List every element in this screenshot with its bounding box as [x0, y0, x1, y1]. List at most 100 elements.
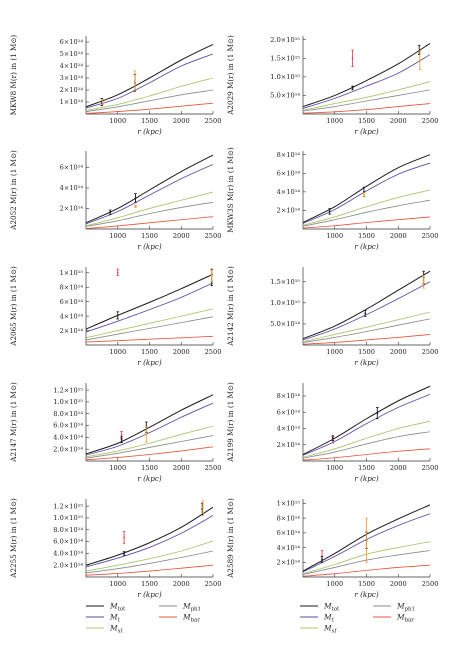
series-line-msf: [302, 311, 431, 343]
data-point: [363, 193, 365, 196]
series-line-mtot: [85, 394, 214, 455]
x-axis-label: r (kpc): [354, 358, 379, 367]
error-bar: [122, 531, 126, 544]
y-tick-label: 1.2×10¹⁵: [53, 502, 83, 510]
data-point: [364, 312, 367, 315]
x-tick-label: 1500: [358, 232, 375, 240]
error-bar: [134, 193, 137, 203]
data-point: [123, 552, 125, 555]
series-line-mt: [85, 515, 214, 568]
error-bar: [122, 551, 126, 556]
y-axis-label: A2052 M(r) in (1 M⊙): [9, 150, 18, 231]
series-line-mbar: [85, 216, 214, 229]
y-tick-label: 1.5×10¹⁵: [270, 54, 300, 62]
x-tick-label: 2500: [422, 232, 439, 240]
data-point: [145, 433, 148, 436]
y-tick-label: 2×10¹⁴: [277, 558, 301, 566]
series-line-msf: [302, 189, 431, 226]
chart-panel-a2052: 1000 1500 2000 2500 2×10¹⁴ 4×10¹⁴ 6×10¹⁴ r (kpc…: [9, 150, 221, 251]
series-line-mbar: [85, 335, 214, 343]
chart-panel-a2199: 1000 1500 2000 2500 2×10¹⁴ 4×10¹⁴ 6×10¹⁴ 8×10¹⁴…: [226, 382, 438, 483]
series-line-mph1: [302, 431, 431, 459]
legend-item-mph1: Mph1: [373, 602, 415, 612]
y-tick-label: 6×10¹⁴: [60, 164, 84, 172]
x-tick-label: 1000: [109, 464, 126, 472]
data-point: [116, 271, 119, 274]
series-line-mbar: [302, 334, 431, 345]
y-tick-label: 1×10¹⁴: [60, 98, 84, 106]
y-axis-label: A2255 M(r) in (1 M⊙): [9, 498, 18, 579]
x-tick-label: 1500: [358, 348, 375, 356]
y-tick-label: 1.0×10¹⁵: [270, 73, 300, 81]
legend-item-msf: Msf: [86, 624, 123, 634]
data-point: [201, 506, 204, 509]
series-line-mtot: [302, 43, 431, 108]
x-tick-label: 1500: [358, 580, 375, 588]
data-point: [116, 314, 119, 317]
x-tick-label: 1000: [326, 464, 343, 472]
x-tick-label: 2500: [422, 464, 439, 472]
y-tick-label: 1.0×10¹⁵: [53, 398, 83, 406]
data-point: [365, 542, 368, 545]
data-point: [123, 536, 125, 539]
data-point: [321, 558, 323, 561]
y-axis-label: MKW3S M(r) in (1 M⊙): [226, 147, 235, 233]
series-line-mt: [85, 402, 214, 456]
legend-item-mt: Mt: [300, 613, 335, 624]
chart-panel-a2589: 1000 1500 2000 2500 2×10¹⁴ 4×10¹⁴ 6×10¹⁴ 8×10¹⁴…: [226, 498, 438, 599]
series-line-msf: [302, 420, 431, 458]
data-point: [331, 437, 334, 440]
error-bar: [201, 500, 205, 514]
series-line-mbar: [302, 448, 431, 461]
error-bar: [422, 275, 425, 289]
legend-item-msf: Msf: [300, 624, 337, 634]
x-tick-label: 2500: [205, 348, 222, 356]
y-tick-label: 1.0×10¹⁵: [53, 514, 83, 522]
legend-item-mtot: Mtot: [300, 602, 340, 612]
series-line-mbar: [302, 564, 431, 577]
series-line-mph1: [85, 89, 214, 113]
x-tick-label: 2000: [173, 348, 190, 356]
series-line-mtot: [302, 385, 431, 455]
x-axis-label: r (kpc): [137, 590, 162, 599]
data-point: [101, 101, 104, 103]
y-tick-label: 4×10¹⁴: [60, 184, 84, 192]
x-tick-label: 1500: [141, 580, 158, 588]
x-tick-label: 2000: [390, 117, 407, 125]
x-tick-label: 2500: [205, 580, 222, 588]
error-bar: [365, 517, 368, 563]
series-line-mbar: [85, 102, 214, 114]
data-point: [418, 59, 421, 62]
series-line-mbar: [302, 103, 431, 114]
series-line-mph1: [85, 201, 214, 227]
x-tick-label: 1000: [326, 348, 343, 356]
error-bar: [331, 435, 335, 442]
y-tick-label: 1.5×10¹⁵: [270, 278, 300, 286]
chart-panel-mkw8: 1000 1500 2000 2500 1×10¹⁴ 2×10¹⁴ 3×10¹⁴ 4×10¹⁴…: [9, 35, 221, 136]
error-bar: [328, 208, 331, 215]
series-line-mtot: [85, 154, 214, 224]
y-tick-label: 1×10¹⁵: [60, 269, 84, 277]
x-axis-label: r (kpc): [354, 474, 379, 483]
error-bar: [363, 310, 367, 317]
x-tick-label: 2000: [173, 580, 190, 588]
y-tick-label: 6×10¹⁴: [60, 38, 84, 46]
x-tick-label: 2000: [173, 232, 190, 240]
x-tick-label: 1500: [141, 117, 158, 125]
data-point: [363, 190, 365, 193]
x-tick-label: 1000: [109, 580, 126, 588]
data-point: [133, 79, 136, 82]
error-bar: [210, 269, 214, 282]
y-axis-label: A2065 M(r) in (1 M⊙): [9, 266, 18, 347]
legend-label: Mt: [323, 613, 335, 624]
x-tick-label: 2000: [390, 348, 407, 356]
y-tick-label: 1.0×10¹⁵: [270, 299, 300, 307]
y-tick-label: 8×10¹⁴: [277, 392, 301, 400]
y-tick-label: 6×10¹⁴: [277, 408, 301, 416]
y-axis-label: A2199 M(r) in (1 M⊙): [226, 382, 235, 463]
data-point: [351, 87, 354, 89]
y-tick-label: 4×10¹⁴: [277, 425, 301, 433]
data-point: [134, 197, 137, 200]
